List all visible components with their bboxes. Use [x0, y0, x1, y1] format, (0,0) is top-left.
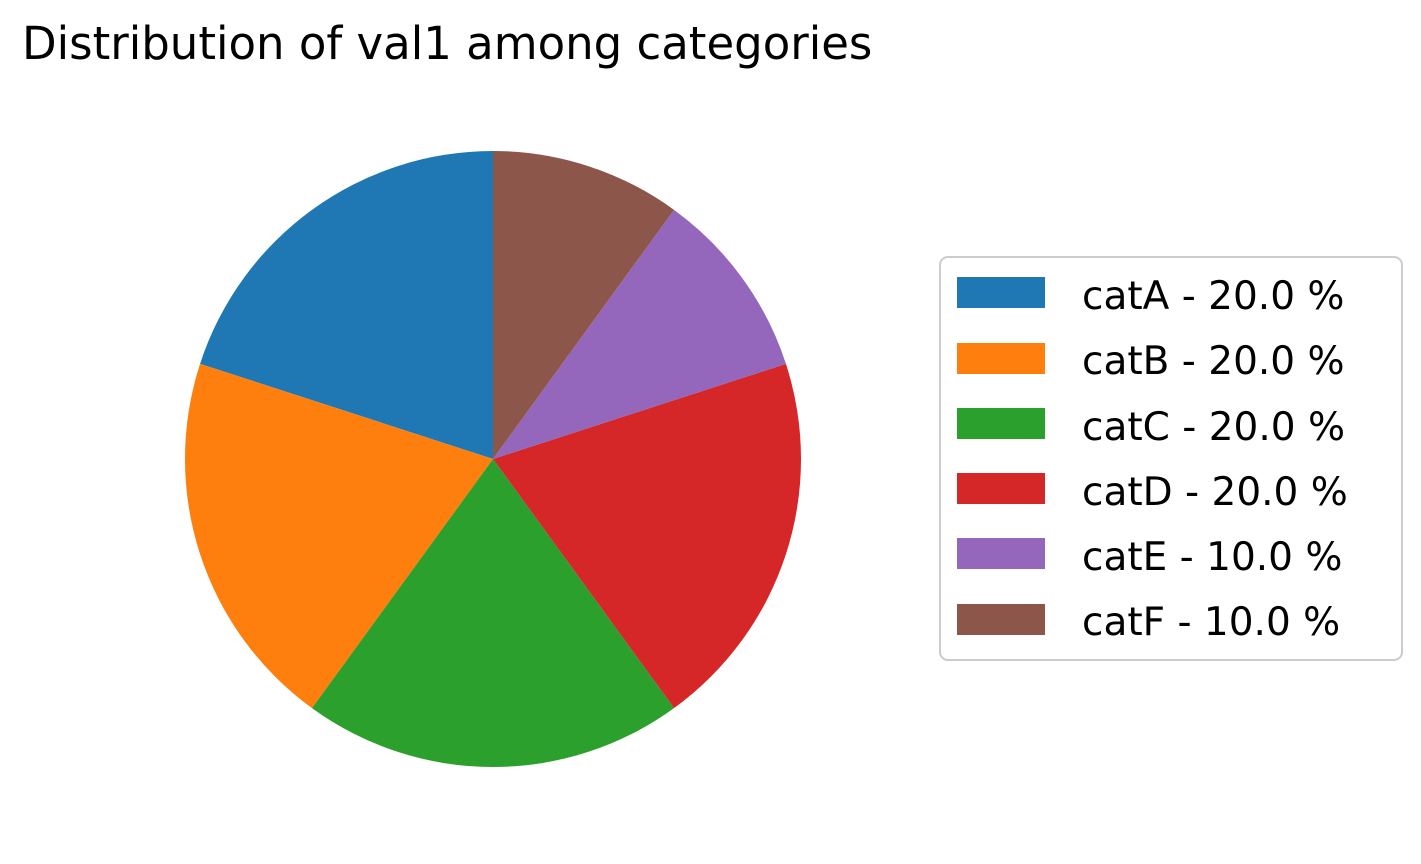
pie-slice-catF: [493, 151, 675, 459]
legend-swatch-catC: [957, 408, 1045, 439]
pie-slice-catE: [493, 209, 786, 459]
legend-label-catD: catD - 20.0 %: [1082, 470, 1348, 515]
pie-slice-catA: [200, 151, 493, 459]
legend-label-catF: catF - 10.0 %: [1082, 600, 1340, 645]
pie-slices: [184, 151, 802, 768]
legend-swatch-catB: [957, 343, 1045, 374]
legend-frame: [939, 256, 1403, 661]
pie-slice-catB: [184, 363, 493, 709]
legend-label-catC: catC - 20.0 %: [1082, 405, 1345, 450]
legend-swatch-catA: [957, 277, 1045, 308]
legend-label-catE: catE - 10.0 %: [1082, 535, 1342, 580]
pie-slice-catD: [493, 363, 802, 709]
legend-swatch-catD: [957, 473, 1045, 504]
legend-swatch-catE: [957, 538, 1045, 569]
legend-label-catB: catB - 20.0 %: [1082, 339, 1345, 384]
legend-label-catA: catA - 20.0 %: [1082, 274, 1344, 319]
legend-swatch-catF: [957, 604, 1045, 635]
legend: catA - 20.0 % catB - 20.0 % catC - 20.0 …: [939, 256, 1403, 661]
chart-title: Distribution of val1 among categories: [22, 17, 872, 70]
pie-slice-catC: [311, 459, 675, 768]
